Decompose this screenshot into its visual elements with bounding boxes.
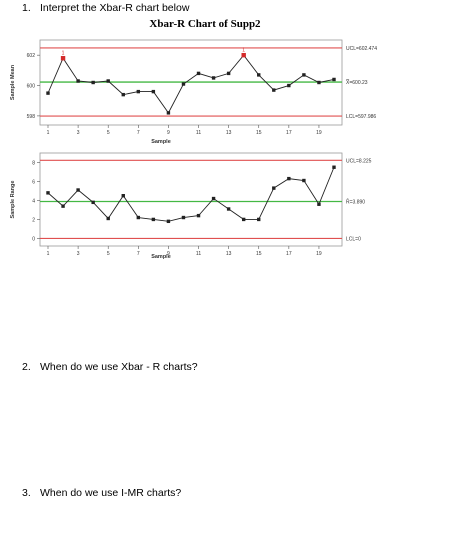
xbar-ytick-label: 600	[27, 84, 36, 90]
range-point	[302, 178, 306, 183]
range-point	[332, 165, 336, 169]
range-lcl-label: LCL=0	[346, 236, 361, 242]
xbar-yaxis-label: Sample Mean	[10, 64, 16, 100]
xbar-point	[76, 79, 80, 83]
xbar-point	[166, 111, 171, 115]
xbar-point	[121, 92, 125, 97]
range-point	[136, 215, 141, 220]
range-xtick-label: 13	[226, 251, 232, 257]
range-point	[287, 176, 291, 181]
range-xtick-label: 3	[77, 251, 80, 257]
xbar-point	[196, 71, 201, 76]
range-point	[76, 188, 80, 192]
range-xtick-label: 17	[286, 251, 292, 257]
xbar-point	[211, 76, 216, 80]
range-yaxis-label: Sample Range	[10, 181, 16, 219]
xbar-point	[136, 89, 141, 94]
xbar-xtick-label: 15	[256, 130, 262, 136]
xbar-point-out-of-control	[60, 56, 66, 61]
xbar-point	[46, 91, 50, 95]
xbar-series-line	[47, 54, 335, 114]
xbar-point-out-of-control	[241, 52, 246, 58]
range-ytick-label: 8	[32, 160, 35, 166]
range-ytick-label: 2	[32, 217, 35, 223]
xbar-point-flag: 1	[62, 51, 65, 57]
range-xaxis-label: Sample	[151, 254, 171, 260]
range-xtick-label: 11	[196, 251, 201, 257]
range-point	[226, 207, 231, 211]
range-xtick-label: 15	[256, 251, 262, 257]
range-xtick-label: 7	[137, 251, 140, 257]
xbar-xtick-label: 1	[47, 130, 50, 136]
xbar-center-label: X̿=600.23	[346, 78, 368, 86]
range-ytick-label: 0	[32, 236, 35, 242]
xbar-xtick-label: 9	[167, 130, 170, 136]
xbar-xtick-label: 19	[316, 130, 322, 136]
range-point	[257, 217, 261, 222]
xbar-lcl-label: LCL=597.986	[346, 114, 376, 120]
range-point	[181, 215, 186, 220]
xbar-panel: UCL=602.474 X̿=600.23 LCL=597.986 598 600 602…	[10, 39, 377, 145]
range-xtick-label: 1	[47, 251, 50, 257]
range-point	[106, 216, 110, 221]
xbar-point	[302, 73, 306, 77]
xbar-ytick-label: 602	[27, 53, 36, 59]
xbar-xtick-label: 11	[196, 130, 201, 136]
xbar-xtick-label: 5	[107, 130, 110, 136]
question-1: 1. Interpret the Xbar-R chart below	[22, 2, 189, 14]
xbar-point	[151, 89, 156, 94]
xbar-xaxis-label: Sample	[151, 139, 171, 145]
range-ytick-label: 4	[32, 198, 35, 204]
range-point	[91, 200, 95, 205]
xbar-ucl-label: UCL=602.474	[346, 46, 377, 52]
range-center-label: R̄=3.890	[346, 199, 365, 206]
range-point	[121, 194, 125, 198]
range-xtick-label: 5	[107, 251, 110, 257]
range-ytick-label: 6	[32, 179, 35, 185]
xbar-point	[91, 80, 95, 85]
xbar-xtick-label: 3	[77, 130, 80, 136]
range-point	[211, 196, 216, 201]
xbar-xtick-label: 13	[226, 130, 232, 136]
range-point	[46, 191, 50, 195]
range-point	[151, 217, 156, 222]
range-point	[272, 186, 276, 190]
range-point	[61, 204, 65, 208]
xbar-xtick-label: 7	[137, 130, 140, 136]
xbar-point	[257, 73, 261, 77]
xbar-point	[272, 88, 276, 92]
question-1-text: Interpret the Xbar-R chart below	[40, 2, 190, 14]
range-point	[317, 202, 321, 206]
question-3: 3. When do we use I-MR charts?	[22, 487, 181, 499]
xbar-point-flag: 1	[242, 48, 245, 54]
xbar-point	[181, 82, 186, 86]
range-point	[166, 219, 171, 224]
xbar-point	[317, 80, 321, 85]
chart-title: Xbar-R Chart of Supp2	[149, 18, 261, 30]
question-3-number: 3.	[22, 487, 31, 499]
range-plot-frame	[39, 152, 343, 247]
range-xtick-label: 9	[167, 251, 170, 257]
range-point	[196, 213, 201, 218]
xbar-point	[106, 79, 110, 83]
question-2-text: When do we use Xbar - R charts?	[40, 361, 198, 373]
range-series-line	[47, 167, 335, 222]
xbar-point	[226, 71, 231, 76]
range-ucl-label: UCL=8.225	[346, 158, 372, 164]
xbar-xtick-label: 17	[286, 130, 292, 136]
xbar-point	[332, 77, 336, 82]
xbar-point	[287, 83, 291, 88]
xbar-r-chart: Xbar-R Chart of Supp2 UCL=602.474 X̿=600.…	[10, 18, 377, 260]
range-xtick-label: 19	[316, 251, 322, 257]
question-3-text: When do we use I-MR charts?	[40, 487, 182, 499]
question-2: 2. When do we use Xbar - R charts?	[22, 361, 198, 373]
question-1-number: 1.	[22, 2, 31, 14]
xbar-ytick-label: 598	[27, 114, 36, 120]
range-point	[241, 217, 246, 222]
question-2-number: 2.	[22, 361, 31, 373]
